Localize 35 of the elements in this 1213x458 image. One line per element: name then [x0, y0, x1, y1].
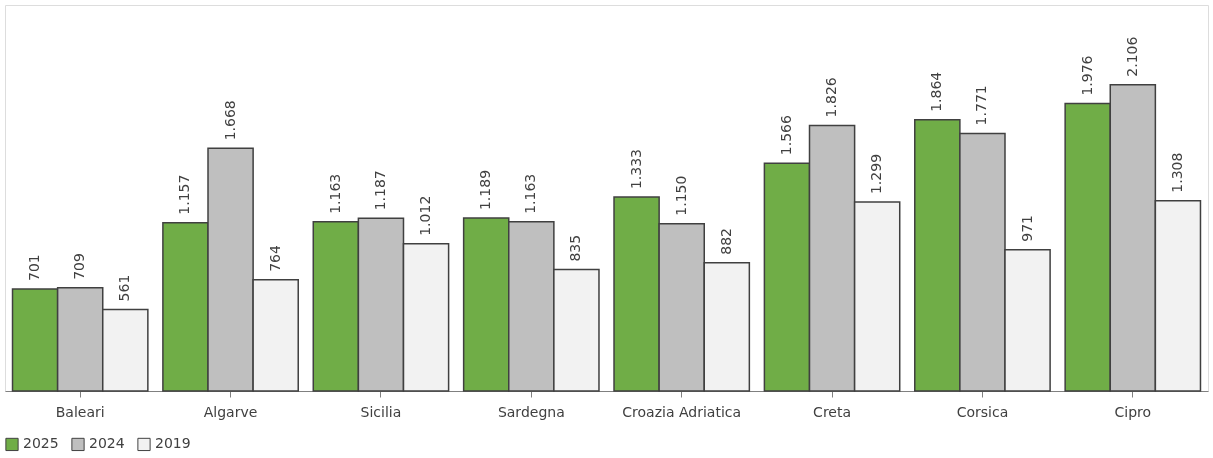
- data-label: 1.299: [868, 153, 885, 195]
- data-label: 1.163: [522, 173, 539, 214]
- x-tick-label: Corsica: [956, 403, 1009, 420]
- data-label: 561: [116, 274, 133, 302]
- data-label: 1.189: [477, 169, 494, 211]
- data-label: 1.976: [1078, 55, 1095, 96]
- data-label: 1.012: [417, 195, 434, 236]
- data-label: 764: [266, 245, 283, 272]
- legend-label: 2019: [155, 435, 191, 452]
- x-tick-label: Creta: [813, 403, 852, 420]
- data-label: 835: [567, 234, 584, 262]
- data-label: 1.333: [627, 149, 644, 190]
- x-tick-label: Sicilia: [360, 403, 402, 420]
- data-label: 1.771: [973, 85, 990, 126]
- data-label: 709: [71, 253, 88, 280]
- data-label: 701: [26, 254, 43, 282]
- legend-label: 2024: [89, 435, 125, 452]
- data-label: 1.150: [672, 175, 689, 216]
- legend-label: 2025: [23, 435, 59, 452]
- data-label: 1.826: [823, 77, 840, 118]
- data-label: 1.308: [1168, 152, 1185, 193]
- data-label: 1.157: [176, 174, 193, 215]
- x-tick-label: Baleari: [55, 403, 105, 420]
- data-label: 2.106: [1123, 36, 1140, 77]
- data-label: 1.566: [777, 115, 794, 156]
- x-tick-label: Croazia Adriatica: [622, 403, 742, 420]
- data-label: 882: [717, 227, 734, 255]
- data-label: 1.864: [928, 71, 945, 112]
- x-tick-label: Algarve: [203, 403, 258, 420]
- data-label: 1.187: [371, 170, 388, 211]
- x-tick-label: Cipro: [1114, 403, 1152, 420]
- data-label: 1.668: [221, 100, 238, 141]
- x-tick-label: Sardegna: [497, 403, 565, 420]
- data-label: 971: [1018, 215, 1035, 242]
- data-label: 1.163: [326, 173, 343, 214]
